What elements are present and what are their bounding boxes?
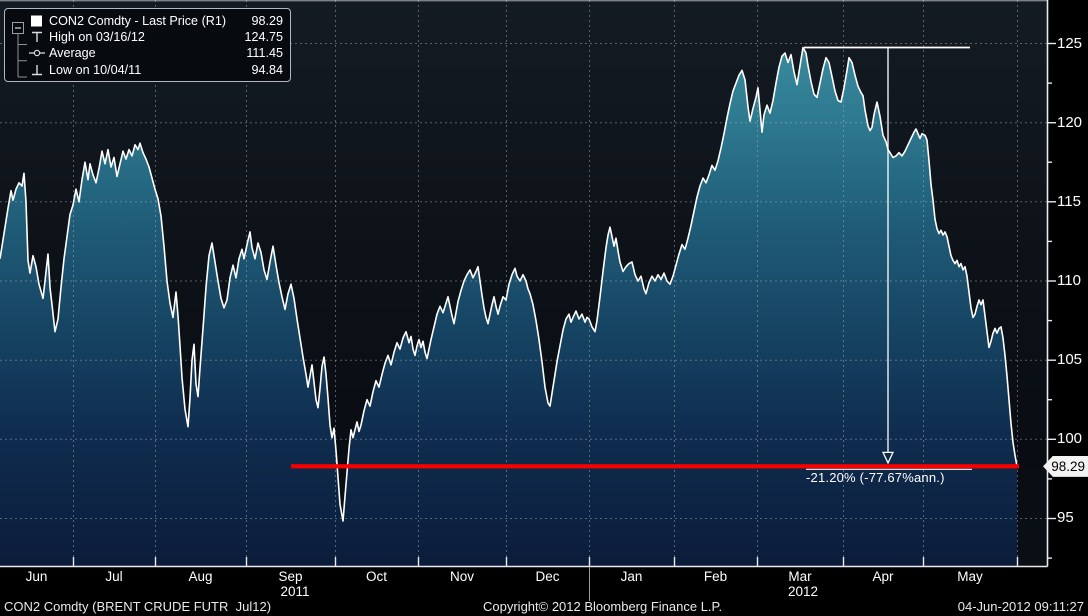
last-price-line[interactable] [291, 464, 1019, 469]
legend-label: High on 03/16/12 [49, 30, 145, 45]
axes [0, 0, 1056, 601]
legend-row-high[interactable]: High on 03/16/12 124.75 [29, 29, 283, 45]
legend-label: Low on 10/04/11 [49, 62, 142, 77]
legend-value: 124.75 [244, 30, 283, 45]
x-axis-month-label: Oct [365, 569, 388, 584]
drop-arrow-head [881, 451, 895, 465]
low-marker-icon [29, 63, 49, 77]
x-axis-month-label: May [957, 569, 983, 584]
legend-label: CON2 Comdty - Last Price (R1) [49, 14, 227, 29]
last-price-tag: 98.29 [1043, 455, 1088, 477]
x-axis-month-label: Nov [449, 569, 475, 584]
x-axis-month-label: Mar [788, 569, 812, 584]
legend-tree [12, 22, 27, 78]
legend-value: 98.29 [251, 14, 283, 29]
x-axis-year-label: 2011 [280, 584, 310, 599]
security-description: CON2 Comdty (BRENT CRUDE FUTR Jul12) [4, 599, 272, 614]
y-axis-label: 95 [1057, 509, 1074, 527]
x-axis-month-label: Dec [535, 569, 560, 584]
legend-row-average[interactable]: Average 111.45 [29, 45, 283, 61]
y-axis-label: 125 [1057, 34, 1083, 52]
copyright-text: Copyright© 2012 Bloomberg Finance L.P. [483, 599, 723, 614]
legend-tree-lines [17, 33, 27, 78]
x-axis-month-label: Jan [620, 569, 643, 584]
legend-label: Average [49, 46, 96, 61]
legend-value: 94.84 [251, 62, 283, 77]
average-marker-icon [29, 46, 49, 60]
status-bar: CON2 Comdty (BRENT CRUDE FUTR Jul12) Cop… [0, 598, 1088, 616]
legend-row-low[interactable]: Low on 10/04/11 94.84 [29, 62, 283, 78]
price-area-fill [0, 47, 1017, 567]
x-axis-month-label: Feb [703, 569, 728, 584]
drop-annotation [804, 46, 972, 470]
y-axis-label: 120 [1057, 113, 1083, 131]
x-axis-month-label: Jul [105, 569, 123, 584]
legend-value: 111.45 [246, 46, 283, 61]
y-axis-label: 100 [1057, 430, 1083, 448]
series-swatch-icon [29, 14, 49, 28]
high-marker-icon [29, 30, 49, 44]
drop-annotation-label: -21.20% (-77.67%ann.) [806, 470, 945, 485]
y-axis-label: 115 [1057, 192, 1081, 210]
legend-box: CON2 Comdty - Last Price (R1) 98.29 High… [4, 8, 291, 82]
x-axis-month-label: Aug [188, 569, 213, 584]
x-axis-year-label: 2012 [787, 584, 819, 599]
timestamp: 04-Jun-2012 09:11:27 [957, 599, 1084, 614]
gridlines [0, 0, 1047, 566]
price-line [0, 46, 1018, 522]
x-axis-month-label: Apr [872, 569, 894, 584]
legend-row-last-price[interactable]: CON2 Comdty - Last Price (R1) 98.29 [29, 13, 283, 29]
last-price-tag-value: 98.29 [1051, 458, 1085, 474]
y-axis-label: 105 [1057, 351, 1083, 369]
x-axis-month-label: Jun [25, 569, 48, 584]
y-axis-label: 110 [1057, 271, 1081, 289]
x-axis-month-label: Sep [278, 569, 303, 584]
